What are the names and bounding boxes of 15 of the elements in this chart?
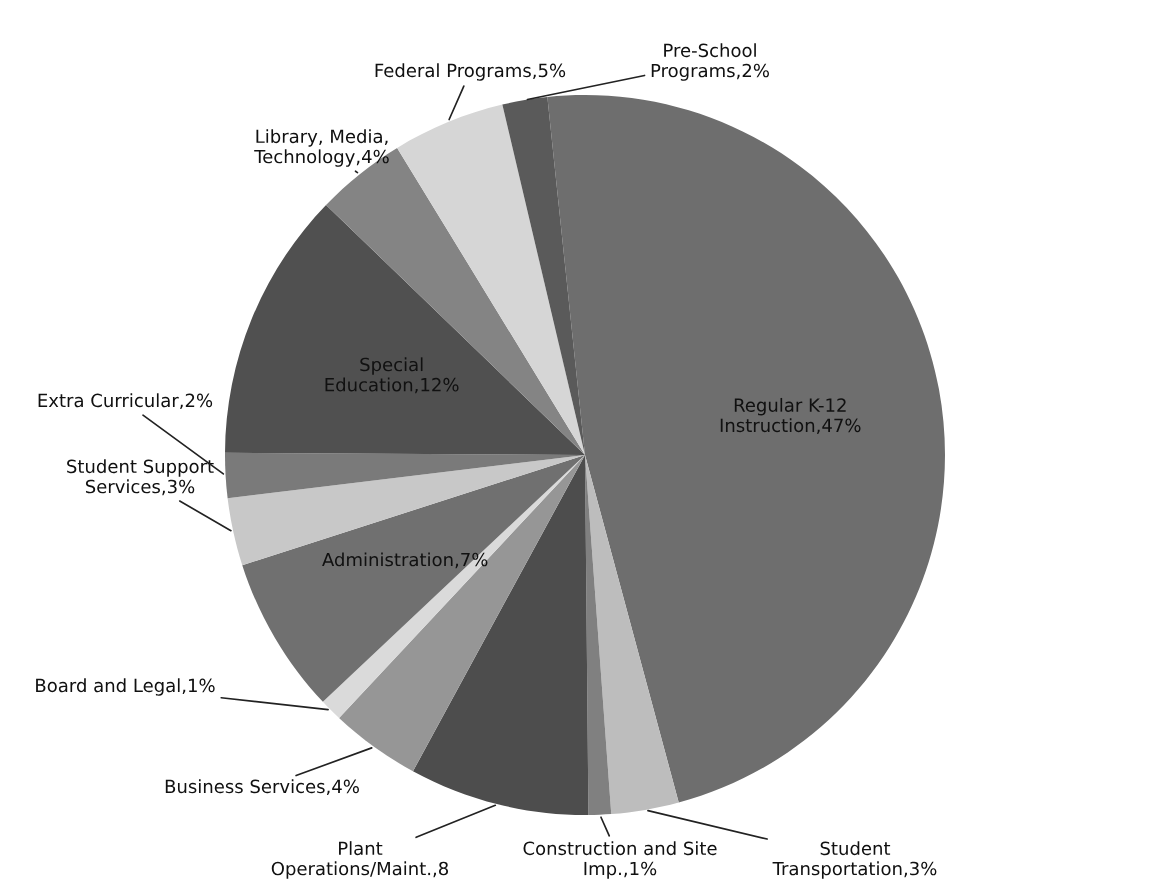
slice-label: Regular K-12 Instruction,47%	[720, 397, 861, 434]
slice-label: Library, Media, Technology,4%	[254, 129, 389, 167]
pie-slice	[585, 455, 679, 815]
pie-slice	[225, 204, 585, 455]
slice-label: Special Education,12%	[325, 357, 459, 394]
slice-label: Construction and Site Imp.,1%	[523, 841, 717, 879]
slice-label: Extra Curricular,2%	[38, 393, 213, 410]
slice-label: Federal Programs,5%	[375, 63, 566, 81]
pie-slice	[502, 96, 585, 455]
slice-label: Board and Legal,1%	[36, 678, 215, 696]
slice-label: Plant Operations/Maint.,8	[271, 841, 449, 879]
slice-label: Student Transportation,3%	[772, 841, 937, 879]
slice-label: Pre-School Programs,2%	[651, 43, 769, 81]
slice-label: Business Services,4%	[165, 779, 359, 796]
slice-label: Student Support Services,3%	[67, 459, 214, 496]
